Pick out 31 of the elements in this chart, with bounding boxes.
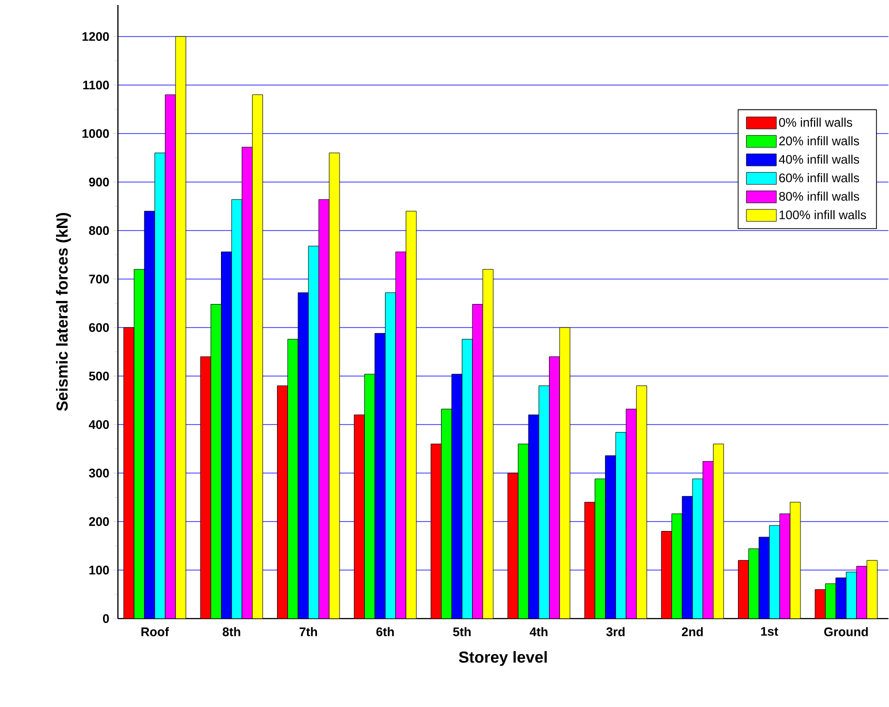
y-tick-label: 100 xyxy=(89,566,109,575)
y-tick-label: 600 xyxy=(89,323,109,332)
legend-label: 40% infill walls xyxy=(778,154,860,164)
x-tick-label: 7th xyxy=(300,627,317,636)
x-tick-label: 8th xyxy=(222,627,240,636)
legend-label: 80% infill walls xyxy=(779,192,860,202)
y-tick-label: 300 xyxy=(88,468,109,478)
y-tick-label: 900 xyxy=(89,178,109,187)
legend-label: 0% infill walls xyxy=(779,118,852,128)
legend-label: 20% infill walls xyxy=(779,136,860,146)
y-tick-label: 200 xyxy=(89,517,109,526)
x-tick-label: 6th xyxy=(376,627,394,636)
legend-label: 100% infill walls xyxy=(780,210,866,220)
legend-label: 60% infill walls xyxy=(779,173,860,183)
x-tick-label: 2nd xyxy=(682,627,703,636)
x-tick-label: 5th xyxy=(453,627,471,636)
y-tick-label: 1200 xyxy=(82,32,109,42)
x-tick-label: Roof xyxy=(141,627,169,636)
y-tick-label: 700 xyxy=(89,274,109,284)
y-tick-label: 1100 xyxy=(83,80,109,90)
y-tick-label: 0 xyxy=(102,614,109,624)
x-tick-label: 3rd xyxy=(606,627,625,636)
y-tick-label: 800 xyxy=(89,226,109,236)
y-tick-label: 400 xyxy=(88,420,109,430)
y-axis-title: Seismic lateral forces (kN) xyxy=(56,213,71,412)
x-tick-label: 1st xyxy=(761,627,778,636)
x-axis-title: Storey level xyxy=(458,651,547,666)
y-tick-label: 1000 xyxy=(82,129,109,138)
x-tick-label: 4th xyxy=(530,627,548,636)
y-tick-label: 500 xyxy=(89,372,109,381)
x-tick-label: Ground xyxy=(824,627,868,636)
